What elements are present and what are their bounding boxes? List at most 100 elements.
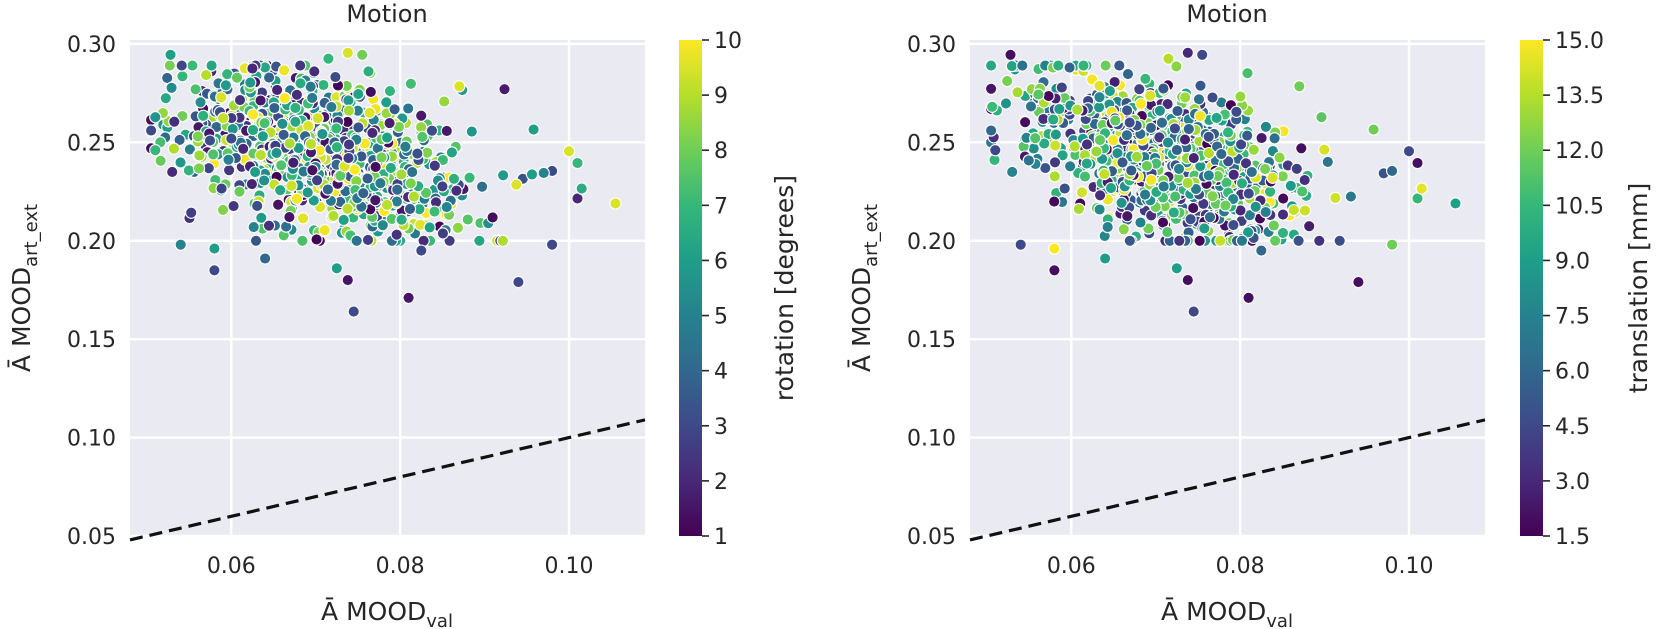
scatter-point [154, 154, 167, 167]
colorbar-tick-label: 1 [714, 525, 728, 550]
scatter-point [342, 94, 355, 107]
scatter-point [1367, 123, 1380, 136]
scatter-point [268, 101, 281, 115]
scatter-point [285, 179, 298, 192]
scatter-point [1016, 59, 1029, 72]
scatter-point [1022, 154, 1035, 167]
scatter-point [436, 180, 449, 193]
scatter-point [208, 242, 221, 255]
scatter-point [342, 104, 356, 117]
scatter-point [1093, 189, 1107, 202]
scatter-point [1293, 80, 1306, 93]
scatter-point [1402, 145, 1416, 158]
scatter-point [383, 116, 396, 130]
scatter-point [296, 234, 309, 247]
scatter-point [419, 186, 433, 199]
scatter-point [294, 77, 307, 90]
scatter-point [1157, 180, 1170, 193]
scatter-point [227, 199, 240, 213]
scatter-point [1029, 132, 1042, 145]
scatter-point [1098, 252, 1112, 265]
colorbar-tick-label: 2 [714, 470, 728, 495]
scatter-point [356, 48, 369, 61]
scatter-point [1090, 145, 1103, 158]
scatter-point [451, 221, 465, 234]
scatter-point [1193, 234, 1206, 247]
scatter-point [296, 212, 310, 225]
x-tick-label: 0.08 [1216, 554, 1265, 579]
scatter-point [1411, 156, 1424, 170]
scatter-point [1249, 200, 1262, 213]
scatter-point [1187, 151, 1200, 165]
scatter-point [1234, 138, 1248, 151]
scatter-point [329, 70, 342, 84]
scatter-point [168, 115, 181, 128]
scatter-point [1182, 122, 1195, 136]
scatter-point [989, 144, 1002, 157]
scatter-point [1143, 89, 1157, 102]
scatter-point [525, 168, 539, 181]
scatter-point [1184, 213, 1197, 226]
scatter-point [1052, 59, 1065, 72]
scatter-point [1068, 140, 1081, 153]
scatter-point [1179, 91, 1192, 104]
scatter-point [375, 151, 388, 164]
scatter-point [1099, 59, 1112, 72]
scatter-point [330, 122, 343, 135]
x-axis-label: Ā MOODval [321, 597, 453, 629]
y-tick-label: 0.10 [67, 427, 116, 452]
scatter-point [257, 174, 271, 187]
scatter-point [159, 92, 172, 105]
scatter-point [380, 131, 394, 144]
scatter-point [1415, 182, 1428, 195]
scatter-point [318, 224, 331, 237]
x-tick-label: 0.08 [376, 554, 425, 579]
scatter-point [1227, 168, 1240, 181]
scatter-point [230, 71, 244, 84]
chart-title: Motion [346, 0, 427, 28]
scatter-point [1080, 138, 1094, 151]
scatter-point [1134, 97, 1148, 110]
scatter-point [1385, 164, 1399, 178]
scatter-point [440, 200, 453, 214]
scatter-point [330, 262, 343, 275]
scatter-point [1078, 170, 1092, 183]
scatter-point [197, 109, 210, 122]
scatter-point [1214, 234, 1227, 247]
scatter-point [290, 88, 304, 101]
y-tick-label: 0.20 [67, 230, 116, 255]
scatter-point [262, 71, 276, 84]
y-tick-label: 0.25 [67, 131, 116, 156]
scatter-point [222, 164, 236, 177]
scatter-point [1103, 84, 1117, 98]
scatter-point [191, 130, 205, 143]
scatter-point [1245, 165, 1258, 179]
scatter-point [1259, 120, 1273, 133]
scatter-point [1155, 116, 1169, 129]
scatter-point [425, 124, 439, 137]
scatter-point [1178, 133, 1192, 146]
scatter-point [245, 177, 259, 191]
scatter-point [1049, 139, 1062, 152]
scatter-point [289, 101, 302, 115]
y-ticks: 0.05 0.10 0.15 0.20 0.25 0.30 [907, 33, 956, 550]
scatter-point [380, 198, 394, 212]
scatter-point [1449, 197, 1462, 210]
scatter-point [1077, 59, 1090, 72]
scatter-point [1298, 173, 1311, 187]
scatter-point [984, 82, 998, 95]
colorbar: 1.5 3.0 4.5 6.0 7.5 9.0 10.5 12.0 13.5 15.0 trans… [1520, 29, 1653, 550]
scatter-point [216, 203, 230, 217]
scatter-point [307, 194, 320, 207]
scatter-point [984, 124, 998, 137]
colorbar-tick-label: 4.5 [1555, 415, 1590, 440]
scatter-point [428, 205, 441, 218]
scatter-point [205, 59, 218, 72]
scatter-point [216, 112, 230, 125]
scatter-point [1170, 143, 1184, 157]
y-tick-label: 0.05 [67, 525, 116, 550]
scatter-point [1001, 74, 1014, 88]
scatter-point [193, 149, 206, 162]
scatter-point [436, 227, 450, 240]
scatter-point [450, 184, 463, 197]
